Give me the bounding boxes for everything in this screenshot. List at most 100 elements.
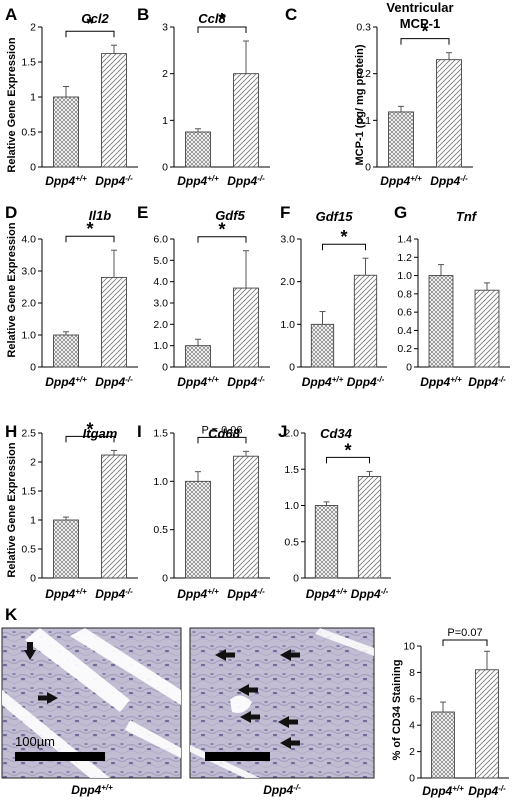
y-tick-label: 0 [30,162,36,174]
panel-label-f: F [280,203,290,222]
category-label-superscript: -/- [125,375,133,384]
bar-knockout [101,53,127,168]
y-tick-label: 10 [403,641,415,653]
category-label-base: Dpp4 [302,375,332,389]
interstitial-space [70,628,181,705]
y-tick-label: 1.5 [21,57,36,69]
category-label-base: Dpp4 [177,587,207,601]
bar-knockout [233,287,259,368]
significance-bracket [197,236,247,243]
y-tick-label: 0 [30,362,36,374]
significance-label: * [218,220,225,240]
y-tick-label: 2.0 [21,298,36,310]
significance-label: * [86,419,93,439]
category-label: Dpp4-/- [430,174,468,189]
category-label-superscript: -/- [498,375,506,384]
y-tick-label: 4 [409,720,415,732]
significance-bracket [65,30,115,38]
category-label-superscript: +/+ [207,375,219,384]
significance-label: * [86,219,93,239]
panel-title: Gdf5 [215,208,245,223]
category-label-base: Dpp4 [468,784,498,798]
panel-label-g: G [394,203,407,222]
y-tick-label: 0 [162,573,168,585]
category-label-superscript: +/+ [207,174,219,183]
category-label-superscript: -/- [257,174,265,183]
y-tick-label: 2.0 [284,428,299,440]
category-label: Dpp4+/+ [45,174,87,189]
category-label-superscript: +/+ [332,375,344,384]
bar-knockout [233,73,259,168]
panel-title: Gdf15 [316,209,354,224]
arrow-icon [278,716,298,728]
category-label-base: Dpp4 [227,375,257,389]
bar-knockout [357,476,382,579]
bar-knockout [101,454,127,579]
bar-wildtype [185,480,211,579]
y-tick-label: 1 [30,515,36,527]
arrow-icon [24,642,36,660]
category-label: Dpp4-/- [227,174,265,189]
y-tick-label: 4.0 [21,234,36,246]
panel-label-a: A [5,5,17,24]
y-axis-label-mcp1: MCP-1 (pg/ mg protein) [354,44,366,165]
y-tick-label: 2 [30,22,36,34]
y-tick-label: 1.5 [284,464,299,476]
y-tick-label: 3.0 [280,234,295,246]
category-label-base: Dpp4 [347,375,377,389]
bar-wildtype [310,323,335,368]
bar-wildtype [53,334,79,368]
bar-knockout [475,669,499,779]
category-label: Dpp4+/+ [420,375,462,390]
significance-bracket [322,243,366,251]
category-label-superscript: -/- [125,174,133,183]
category-label: Dpp4-/- [227,375,265,390]
category-label: Dpp4-/- [468,375,506,390]
category-label-base: Dpp4 [95,587,125,601]
arrow-icon [38,692,58,704]
y-tick-label: 2 [162,68,168,80]
y-tick-label: 1.0 [153,340,168,352]
scale-bar [205,752,270,761]
y-tick-label: 1.4 [397,234,412,246]
panel-label-j: J [278,422,287,441]
y-tick-label: 1.5 [21,486,36,498]
interstitial-space [125,720,181,758]
significance-bracket [326,456,370,464]
significance-label: P=0.07 [447,627,482,639]
y-tick-label: 0.1 [356,115,371,127]
bar-wildtype [388,111,414,168]
category-label-base: Dpp4 [227,174,257,188]
y-axis-label-row2: Relative Gene Expression [6,222,18,357]
category-label: Dpp4+/+ [306,587,348,602]
y-tick-label: 0.5 [153,524,168,536]
category-label: Dpp4+/+ [45,375,87,390]
panel-title: Itgam [83,426,118,441]
significance-bracket [400,38,450,45]
category-label: Dpp4+/+ [422,784,464,799]
panel-title: Ventricular [386,0,453,15]
y-tick-label: 3.0 [153,298,168,310]
y-tick-label: 8 [409,667,415,679]
y-tick-label: 3 [162,22,168,34]
category-label-base: Dpp4 [351,587,381,601]
category-label-superscript: +/+ [450,375,462,384]
category-label-base: Dpp4 [430,174,460,188]
y-tick-label: 0 [162,162,168,174]
arrow-icon [280,737,300,749]
y-tick-label: 1.5 [153,428,168,440]
category-label-base: Dpp4 [306,587,336,601]
y-tick-label: 0 [406,362,412,374]
y-tick-label: 1 [162,115,168,127]
bar-wildtype [185,131,211,168]
scale-bar-label: 100µm [15,734,55,749]
panel-title: MCP-1 [400,16,440,31]
significance-bracket [197,26,247,33]
bar-wildtype [428,275,454,368]
